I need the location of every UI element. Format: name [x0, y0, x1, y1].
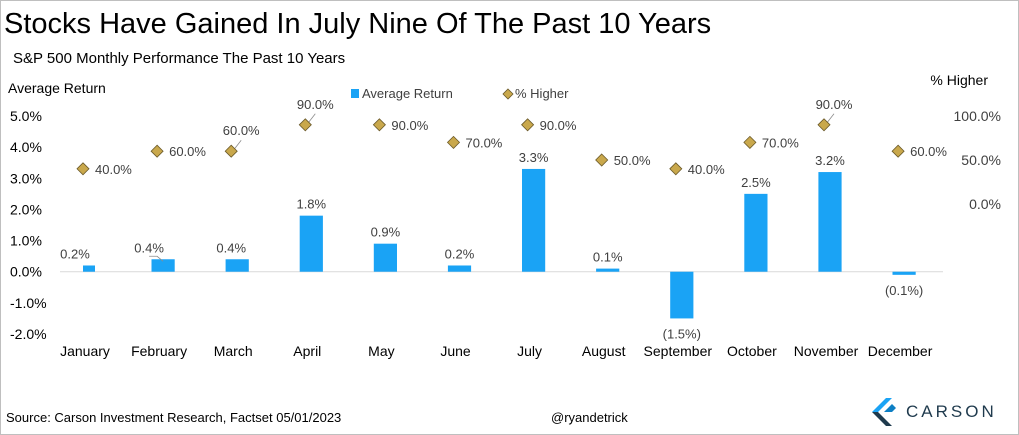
percent-higher-label: 60.0% — [223, 123, 260, 138]
left-tick-label: 3.0% — [10, 170, 42, 186]
left-axis-ticks: 5.0% 4.0% 3.0% 2.0% 1.0% 0.0% -1.0% -2.0% — [10, 108, 47, 342]
right-tick-label: 100.0% — [954, 108, 1001, 124]
bar-value-label: 0.4% — [216, 240, 246, 255]
logo-wordmark: CARSON — [906, 402, 997, 421]
chart-subtitle: S&P 500 Monthly Performance The Past 10 … — [13, 50, 346, 67]
percent-higher-marker — [224, 144, 238, 158]
bar-value-label: (0.1%) — [885, 283, 923, 298]
category-label: August — [582, 343, 626, 359]
category-label: April — [293, 343, 321, 359]
carson-logo: CARSON — [870, 396, 1010, 428]
diamond-label-leader — [826, 113, 835, 124]
percent-higher-marker — [521, 118, 535, 132]
category-label: October — [727, 343, 777, 359]
diamond-series — [76, 118, 905, 176]
percent-higher-label: 70.0% — [762, 135, 799, 150]
bar-value-label: 3.3% — [519, 150, 549, 165]
right-axis-title: % Higher — [930, 72, 988, 88]
left-tick-label: 0.0% — [10, 264, 42, 280]
bar — [447, 265, 472, 272]
category-label: July — [517, 343, 542, 359]
left-tick-label: 2.0% — [10, 201, 42, 217]
carson-logo-icon — [872, 398, 896, 426]
bar — [818, 172, 842, 272]
twitter-handle: @ryandetrick — [551, 410, 628, 425]
bar-value-label: 0.9% — [371, 225, 401, 240]
bar-value-label: 0.1% — [593, 250, 623, 265]
category-label: September — [644, 343, 713, 359]
source-note: Source: Carson Investment Research, Fact… — [6, 410, 342, 425]
bar — [151, 259, 175, 272]
category-label: November — [794, 343, 859, 359]
legend-percent-higher: % Higher — [515, 86, 569, 101]
right-tick-label: 50.0% — [961, 152, 1001, 168]
diamond-data-labels: 40.0% 60.0% 60.0% 90.0% 90.0% 70.0% 90.0% 50.0%… — [95, 97, 947, 177]
percent-higher-marker — [372, 118, 386, 132]
category-label: December — [868, 343, 933, 359]
bar-value-label: 0.2% — [60, 246, 90, 261]
right-axis-ticks: 100.0% 50.0% 0.0% — [954, 108, 1001, 212]
percent-higher-label: 90.0% — [297, 97, 334, 112]
category-label: May — [368, 343, 394, 359]
category-labels: January February March April May June July Augu… — [60, 343, 933, 359]
percent-higher-label: 40.0% — [688, 162, 725, 177]
bar-label-leader — [149, 255, 164, 262]
bar — [225, 259, 249, 272]
category-label: January — [60, 343, 110, 359]
legend: Average Return % Higher — [351, 86, 569, 101]
leader-lines — [149, 113, 835, 262]
percent-higher-label: 60.0% — [910, 144, 947, 159]
category-label: June — [440, 343, 471, 359]
percent-higher-marker — [298, 118, 312, 132]
bar-value-label: 2.5% — [741, 175, 771, 190]
legend-diamond-swatch — [502, 88, 514, 100]
bar-value-label: 0.4% — [134, 240, 164, 255]
percent-higher-marker — [446, 135, 461, 149]
percent-higher-marker — [817, 118, 831, 132]
legend-bar-swatch — [351, 89, 359, 98]
percent-higher-label: 60.0% — [169, 144, 206, 159]
bar — [83, 265, 95, 272]
left-tick-label: 1.0% — [10, 233, 42, 249]
diamond-label-leader — [233, 139, 242, 150]
left-tick-label: -2.0% — [10, 326, 47, 342]
bar — [892, 271, 916, 275]
bar-value-label: (1.5%) — [663, 326, 701, 341]
percent-higher-label: 50.0% — [614, 153, 651, 168]
bar-value-label: 0.2% — [445, 246, 475, 261]
bar — [373, 243, 397, 272]
percent-higher-marker — [150, 144, 164, 158]
bar — [670, 271, 694, 319]
left-tick-label: -1.0% — [10, 295, 47, 311]
percent-higher-marker — [891, 144, 905, 158]
bar-data-labels: 0.2% 0.4% 0.4% 1.8% 0.9% 0.2% 3.3% 0.1% (1.5%) 2.… — [60, 150, 923, 341]
left-tick-label: 5.0% — [10, 108, 42, 124]
bar — [522, 168, 546, 272]
percent-higher-label: 40.0% — [95, 162, 132, 177]
bar-value-label: 1.8% — [296, 197, 326, 212]
percent-higher-marker — [595, 153, 609, 167]
category-label: March — [214, 343, 253, 359]
percent-higher-marker — [76, 162, 90, 176]
percent-higher-label: 90.0% — [391, 118, 428, 133]
bar-series — [83, 168, 916, 319]
chart-title: Stocks Have Gained In July Nine Of The P… — [4, 8, 712, 40]
left-axis-title: Average Return — [8, 80, 106, 96]
bar — [744, 193, 768, 272]
legend-average-return: Average Return — [362, 86, 453, 101]
left-tick-label: 4.0% — [10, 139, 42, 155]
bar-value-label: 3.2% — [815, 153, 845, 168]
percent-higher-marker — [669, 162, 683, 176]
percent-higher-label: 90.0% — [540, 118, 577, 133]
percent-higher-marker — [743, 135, 757, 149]
category-label: February — [131, 343, 187, 359]
bar — [596, 268, 620, 272]
percent-higher-label: 70.0% — [466, 135, 503, 150]
diamond-label-leader — [307, 113, 316, 124]
bar — [299, 215, 323, 272]
right-tick-label: 0.0% — [969, 196, 1001, 212]
percent-higher-label: 90.0% — [816, 97, 853, 112]
